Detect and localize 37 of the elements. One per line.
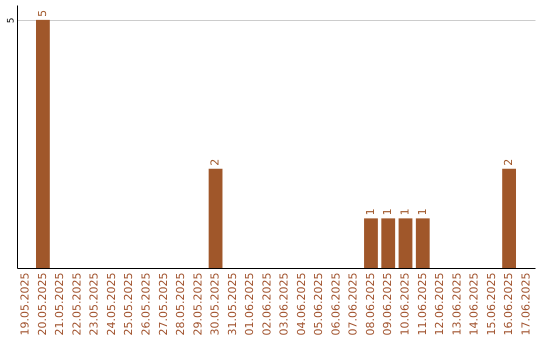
x-tick-label: 17.06.2025 xyxy=(519,272,532,336)
x-tick-label: 25.05.2025 xyxy=(122,272,136,336)
x-tick-label: 26.05.2025 xyxy=(140,272,152,336)
x-tick-label: 30.05.2025 xyxy=(208,272,222,336)
x-tick-label: 19.05.2025 xyxy=(18,272,32,336)
x-tick-label: 14.06.2025 xyxy=(468,272,481,336)
x-tick-label: 04.06.2025 xyxy=(294,272,308,336)
data-label: 1 xyxy=(364,208,377,216)
data-label: 2 xyxy=(502,158,516,166)
x-tick-label: 08.06.2025 xyxy=(364,272,377,336)
x-tick-label: 29.05.2025 xyxy=(191,272,204,336)
x-tick-label: 16.06.2025 xyxy=(502,272,516,336)
x-tick-label: 22.05.2025 xyxy=(70,272,84,336)
x-tick-label: 06.06.2025 xyxy=(329,272,342,336)
x-tick-label: 10.06.2025 xyxy=(398,272,412,336)
x-tick-label: 03.06.2025 xyxy=(278,272,291,336)
data-label: 1 xyxy=(398,208,412,216)
data-label: 2 xyxy=(208,158,222,166)
x-tick-label: 31.05.2025 xyxy=(226,272,239,336)
x-tick-label: 28.05.2025 xyxy=(174,272,188,336)
x-tick-label: 23.05.2025 xyxy=(88,272,101,336)
x-tick-label: 24.05.2025 xyxy=(104,272,118,336)
x-tick-label: 07.06.2025 xyxy=(346,272,360,336)
x-tick-label: 01.06.2025 xyxy=(243,272,256,336)
x-tick-label: 09.06.2025 xyxy=(381,272,394,336)
data-label: 1 xyxy=(416,208,429,216)
x-tick-label: 11.06.2025 xyxy=(416,272,429,336)
data-label: 1 xyxy=(381,208,394,216)
x-tick-label: 05.06.2025 xyxy=(312,272,326,336)
x-tick-label: 12.06.2025 xyxy=(433,272,446,336)
x-tick-label: 20.05.2025 xyxy=(36,272,49,336)
x-tick-label: 13.06.2025 xyxy=(450,272,464,336)
x-tick-label: 02.06.2025 xyxy=(260,272,274,336)
x-tick-label: 15.06.2025 xyxy=(484,272,498,336)
x-tick-label: 27.05.2025 xyxy=(156,272,170,336)
data-label: 5 xyxy=(36,10,49,17)
x-tick-label: 21.05.2025 xyxy=(53,272,66,336)
